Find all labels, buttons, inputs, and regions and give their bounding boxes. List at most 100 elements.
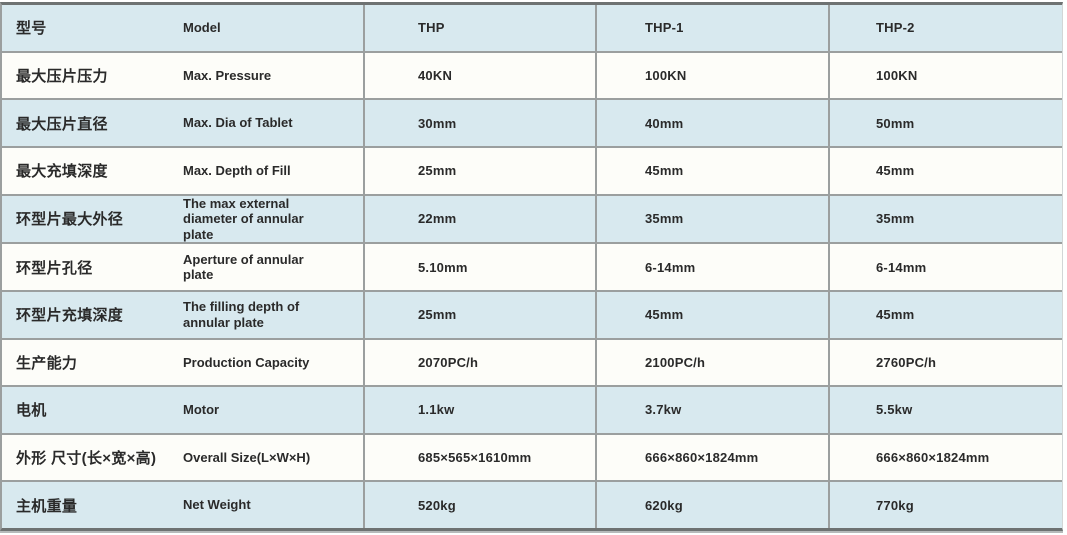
cell-label-en: Overall Size(L×W×H) bbox=[176, 435, 363, 481]
cell-value-thp1: 45mm bbox=[595, 147, 828, 194]
label-en: Motor bbox=[183, 402, 220, 418]
value-thp: 25mm bbox=[418, 307, 457, 323]
cell-value-thp: 2070PC/h bbox=[363, 339, 595, 386]
header-label-cn: 型号 bbox=[16, 20, 47, 38]
cell-value-thp1: 2100PC/h bbox=[595, 339, 828, 386]
cell-label-en: Aperture of annular plate bbox=[176, 244, 363, 290]
cell-label-cn: 最大压片直径 bbox=[2, 100, 176, 146]
cell-value-thp1: 100KN bbox=[595, 52, 828, 99]
model-name: THP-1 bbox=[645, 20, 684, 36]
cell-label-cn: 生产能力 bbox=[2, 340, 176, 386]
label-en: Overall Size(L×W×H) bbox=[183, 449, 311, 465]
cell-value-thp: 40KN bbox=[363, 52, 595, 99]
value-thp: 30mm bbox=[418, 115, 457, 131]
label-en: Max. Pressure bbox=[183, 67, 272, 83]
cell-value-thp: 520kg bbox=[363, 482, 595, 529]
cell-label-en: Max. Depth of Fill bbox=[176, 148, 363, 194]
value-thp: 520kg bbox=[418, 497, 456, 513]
value-thp1: 2100PC/h bbox=[645, 354, 706, 370]
value-thp1: 35mm bbox=[645, 211, 684, 227]
header-cell-cn: 型号 bbox=[2, 5, 176, 51]
label-cn: 最大压片直径 bbox=[16, 115, 108, 133]
header-row: 型号 Model THP THP-1 THP-2 bbox=[2, 5, 1062, 51]
value-thp: 1.1kw bbox=[418, 402, 455, 418]
cell-label-en: The max external diameter of annular pla… bbox=[176, 196, 363, 243]
cell-label-cn: 环型片孔径 bbox=[2, 244, 176, 290]
cell-value-thp: 685×565×1610mm bbox=[363, 434, 595, 481]
value-thp1: 100KN bbox=[645, 67, 687, 83]
cell-label-cn: 最大压片压力 bbox=[2, 53, 176, 99]
cell-label-en: Max. Dia of Tablet bbox=[176, 100, 363, 146]
cell-value-thp1: 45mm bbox=[595, 291, 828, 338]
cell-value-thp1: 6-14mm bbox=[595, 244, 828, 290]
table-row: 生产能力 Production Capacity 2070PC/h 2100PC… bbox=[2, 337, 1062, 386]
cell-label-en: The filling depth of annular plate bbox=[176, 292, 363, 338]
table-row: 环型片充填深度 The filling depth of annular pla… bbox=[2, 289, 1062, 338]
value-thp2: 100KN bbox=[876, 67, 918, 83]
value-thp: 40KN bbox=[418, 67, 453, 83]
value-thp1: 3.7kw bbox=[645, 402, 682, 418]
value-thp2: 770kg bbox=[876, 497, 914, 513]
cell-value-thp1: 620kg bbox=[595, 482, 828, 529]
header-label-en: Model bbox=[183, 20, 221, 36]
value-thp: 22mm bbox=[418, 211, 457, 227]
cell-value-thp: 25mm bbox=[363, 291, 595, 338]
value-thp: 5.10mm bbox=[418, 259, 468, 275]
cell-value-thp2: 45mm bbox=[828, 147, 1062, 194]
value-thp2: 45mm bbox=[876, 163, 915, 179]
value-thp1: 45mm bbox=[645, 163, 684, 179]
header-cell-model-thp2: THP-2 bbox=[828, 5, 1062, 51]
cell-label-cn: 电机 bbox=[2, 387, 176, 433]
label-en: The filling depth of annular plate bbox=[183, 299, 300, 330]
cell-value-thp2: 50mm bbox=[828, 100, 1062, 146]
cell-value-thp1: 3.7kw bbox=[595, 387, 828, 433]
cell-label-en: Max. Pressure bbox=[176, 53, 363, 99]
cell-value-thp2: 666×860×1824mm bbox=[828, 434, 1062, 481]
label-cn: 环型片最大外径 bbox=[16, 211, 124, 229]
cell-value-thp2: 45mm bbox=[828, 291, 1062, 338]
cell-value-thp: 22mm bbox=[363, 195, 595, 243]
label-en: The max external diameter of annular pla… bbox=[183, 195, 304, 242]
table-row: 环型片孔径 Aperture of annular plate 5.10mm 6… bbox=[2, 242, 1062, 290]
label-en: Production Capacity bbox=[183, 354, 310, 370]
table-row: 外形 尺寸(长×宽×高) Overall Size(L×W×H) 685×565… bbox=[2, 432, 1062, 481]
cell-value-thp2: 2760PC/h bbox=[828, 339, 1062, 386]
value-thp1: 666×860×1824mm bbox=[645, 450, 759, 466]
table-row: 环型片最大外径 The max external diameter of ann… bbox=[2, 193, 1062, 243]
label-en: Max. Dia of Tablet bbox=[183, 115, 293, 131]
table-row: 最大充填深度 Max. Depth of Fill 25mm 45mm 45mm bbox=[2, 145, 1062, 194]
cell-value-thp: 30mm bbox=[363, 100, 595, 146]
cell-value-thp2: 100KN bbox=[828, 52, 1062, 99]
cell-label-cn: 环型片最大外径 bbox=[2, 196, 176, 243]
label-cn: 电机 bbox=[16, 402, 47, 420]
cell-label-cn: 环型片充填深度 bbox=[2, 292, 176, 338]
cell-label-cn: 最大充填深度 bbox=[2, 148, 176, 194]
table-row: 电机 Motor 1.1kw 3.7kw 5.5kw bbox=[2, 385, 1062, 433]
header-cell-model-thp1: THP-1 bbox=[595, 5, 828, 51]
label-en: Net Weight bbox=[183, 497, 251, 513]
value-thp2: 666×860×1824mm bbox=[876, 450, 990, 466]
cell-value-thp1: 35mm bbox=[595, 195, 828, 243]
value-thp2: 50mm bbox=[876, 115, 915, 131]
cell-value-thp: 25mm bbox=[363, 147, 595, 194]
header-cell-model-thp: THP bbox=[363, 5, 595, 51]
value-thp: 685×565×1610mm bbox=[418, 450, 532, 466]
value-thp2: 6-14mm bbox=[876, 259, 927, 275]
cell-value-thp1: 40mm bbox=[595, 100, 828, 146]
label-en: Aperture of annular plate bbox=[183, 251, 304, 283]
cell-label-en: Motor bbox=[176, 387, 363, 433]
value-thp: 25mm bbox=[418, 163, 457, 179]
cell-value-thp: 5.10mm bbox=[363, 244, 595, 290]
cell-label-en: Net Weight bbox=[176, 482, 363, 528]
label-cn: 外形 尺寸(长×宽×高) bbox=[16, 450, 157, 468]
cell-label-cn: 外形 尺寸(长×宽×高) bbox=[2, 435, 176, 481]
cell-value-thp2: 35mm bbox=[828, 195, 1062, 243]
table-row: 主机重量 Net Weight 520kg 620kg 770kg bbox=[2, 480, 1062, 529]
value-thp2: 35mm bbox=[876, 211, 915, 227]
label-cn: 环型片充填深度 bbox=[16, 307, 124, 325]
model-name: THP bbox=[418, 20, 445, 36]
cell-value-thp1: 666×860×1824mm bbox=[595, 434, 828, 481]
model-name: THP-2 bbox=[876, 20, 915, 36]
value-thp2: 2760PC/h bbox=[876, 354, 937, 370]
